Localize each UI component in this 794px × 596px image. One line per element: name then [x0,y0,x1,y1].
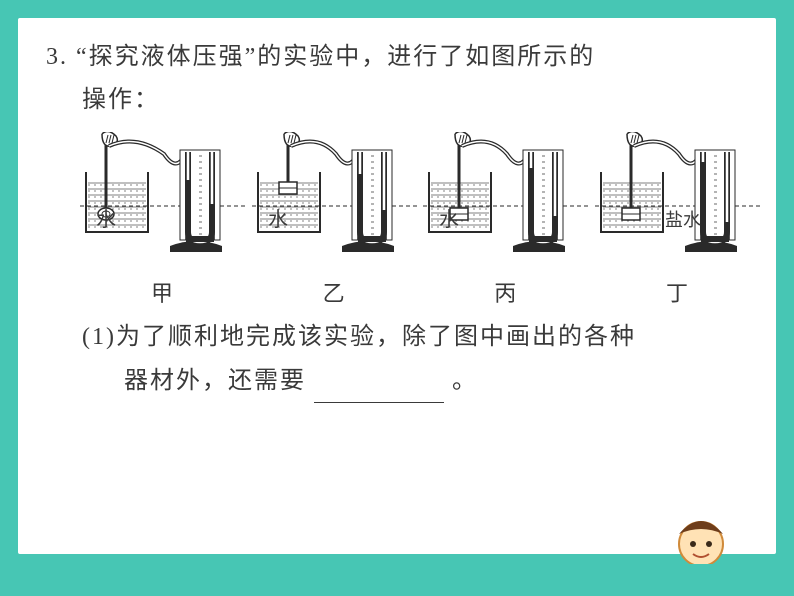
page-card: 3. “探究液体压强”的实验中，进行了如图所示的 操作： 水甲水乙水丙盐水丁 (… [18,18,776,554]
figure-label: 乙 [323,276,346,308]
liquid-label: 盐水 [665,210,701,230]
sub1-text-a: (1)为了顺利地完成该实验，除了图中画出的各种 [82,324,636,350]
sub1-text-b: 器材外，还需要 [124,368,306,394]
liquid-label: 水 [96,208,116,231]
figure-label: 丁 [666,276,689,308]
question-number: 3. [46,44,68,70]
apparatus-svg: 水 [252,132,417,272]
figure-row: 水甲水乙水丙盐水丁 [80,132,760,308]
answer-blank[interactable] [314,381,444,403]
apparatus-乙: 水乙 [252,132,417,308]
question-text-1: “探究液体压强”的实验中，进行了如图所示的 [76,44,595,70]
sub1-text-c: 。 [452,368,478,394]
sub-question-1b: 器材外，还需要 。 [46,360,748,403]
liquid-label: 水 [439,208,459,231]
cartoon-face-icon [666,514,736,564]
apparatus-丁: 盐水丁 [595,132,760,308]
apparatus-svg: 盐水 [595,132,760,272]
question-text-2: 操作： [82,87,160,113]
question-line-2: 操作： [46,79,748,122]
apparatus-丙: 水丙 [423,132,588,308]
figure-label: 丙 [494,276,517,308]
apparatus-svg: 水 [423,132,588,272]
apparatus-svg: 水 [80,132,245,272]
figure-label: 甲 [151,276,174,308]
apparatus-甲: 水甲 [80,132,245,308]
sub-question-1a: (1)为了顺利地完成该实验，除了图中画出的各种 [46,316,748,359]
liquid-label: 水 [268,208,288,231]
question-line-1: 3. “探究液体压强”的实验中，进行了如图所示的 [46,36,748,79]
